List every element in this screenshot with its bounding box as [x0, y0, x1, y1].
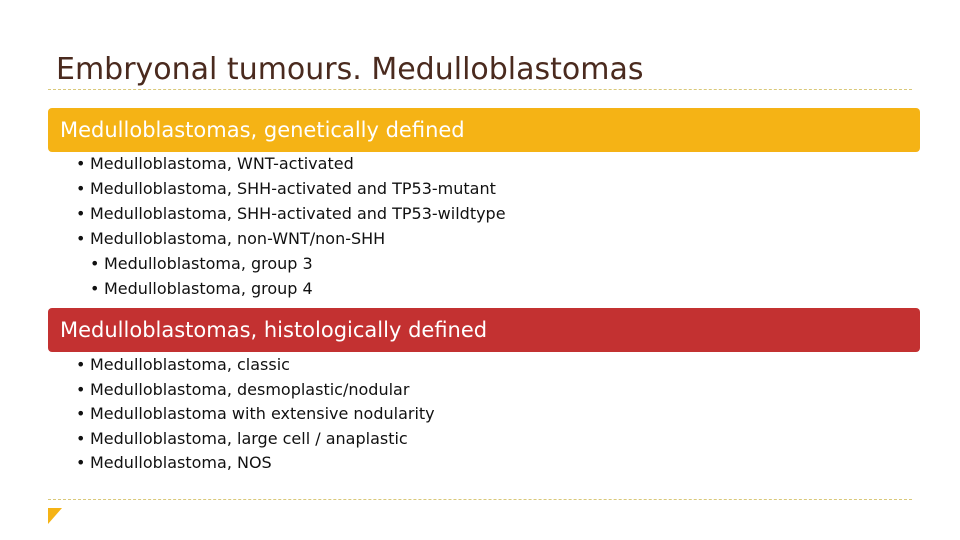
- bullet-icon: •: [76, 154, 86, 173]
- list-item-text: Medulloblastoma, desmoplastic/nodular: [90, 379, 410, 399]
- list-item-text: Medulloblastoma, SHH-activated and TP53-…: [90, 179, 496, 198]
- list-item-text: Medulloblastoma, non-WNT/non-SHH: [90, 229, 386, 248]
- title-divider: [48, 89, 912, 90]
- list-item-text: Medulloblastoma, WNT-activated: [90, 154, 354, 173]
- list-item: • Medulloblastoma, SHH-activated and TP53…: [76, 201, 506, 226]
- bullet-icon: •: [90, 279, 100, 298]
- list-item: • Medulloblastoma, desmoplastic/nodular: [76, 378, 435, 403]
- list-item-text: Medulloblastoma, NOS: [90, 453, 272, 472]
- list-item-text: Medulloblastoma with extensive nodularit…: [90, 404, 435, 423]
- section-heading-genetic: Medulloblastomas, genetically defined: [60, 118, 465, 142]
- list-item-text: Medulloblastoma, group 4: [104, 279, 313, 298]
- list-item-text: Medulloblastoma, classic: [90, 355, 290, 374]
- list-item: • Medulloblastoma, non-WNT/non-SHH: [76, 226, 506, 251]
- bullet-icon: •: [76, 204, 86, 223]
- footer-divider: [48, 499, 912, 500]
- bullet-icon: •: [90, 254, 100, 273]
- list-item-text: Medulloblastoma, large cell / anaplastic: [90, 428, 408, 448]
- histologic-list: • Medulloblastoma, classic • Medulloblasto…: [76, 353, 435, 476]
- section-heading-histologic: Medulloblastomas, histologically defined: [60, 318, 488, 342]
- list-item: • Medulloblastoma, NOS: [76, 451, 435, 476]
- section-header-genetic: Medulloblastomas, genetically defined: [48, 108, 920, 152]
- bullet-icon: •: [76, 179, 86, 198]
- genetic-list: • Medulloblastoma, WNT-activated • Medullo…: [76, 151, 506, 301]
- bullet-icon: •: [76, 404, 86, 423]
- sub-list-item: • Medulloblastoma, group 3: [76, 251, 506, 276]
- sub-list-item: • Medulloblastoma, group 4: [76, 276, 506, 301]
- bullet-icon: •: [76, 453, 86, 472]
- list-item-text: Medulloblastoma, group 3: [104, 254, 313, 273]
- list-item: • Medulloblastoma, SHH-activated and TP53…: [76, 176, 506, 201]
- list-item: • Medulloblastoma, large cell / anaplasti…: [76, 427, 435, 452]
- list-item: • Medulloblastoma, classic: [76, 353, 435, 378]
- list-item: • Medulloblastoma, WNT-activated: [76, 151, 506, 176]
- bullet-icon: •: [76, 229, 86, 248]
- list-item: • Medulloblastoma with extensive nodulari…: [76, 402, 435, 427]
- section-header-histologic: Medulloblastomas, histologically defined: [48, 308, 920, 352]
- list-item-text: Medulloblastoma, SHH-activated and TP53-…: [90, 204, 506, 223]
- slide-title: Embryonal tumours. Medulloblastomas: [56, 52, 644, 87]
- bullet-icon: •: [76, 379, 86, 399]
- triangle-icon: [48, 508, 62, 524]
- bullet-icon: •: [76, 428, 86, 448]
- bullet-icon: •: [76, 355, 86, 374]
